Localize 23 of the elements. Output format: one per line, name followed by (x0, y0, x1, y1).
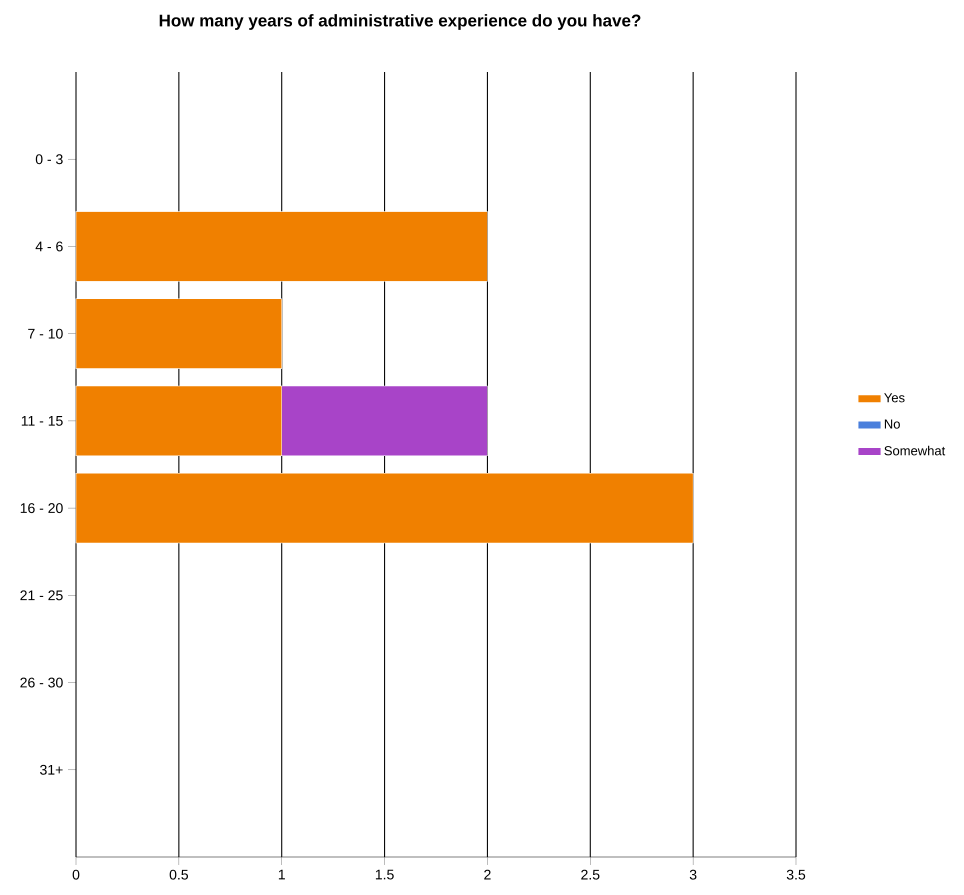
x-tick-label: 0 (72, 870, 80, 880)
x-tick-label: 2 (484, 870, 491, 880)
y-tick-label: 11 - 15 (22, 416, 63, 426)
legend-label: Yes (884, 393, 905, 402)
y-tick-label: 0 - 3 (36, 154, 63, 164)
y-tick-label: 7 - 10 (28, 328, 63, 339)
y-tick-label: 26 - 30 (20, 678, 63, 688)
bar (76, 211, 488, 282)
chart-title: How many years of administrative experience do you have? (160, 14, 640, 30)
x-tick-label: 2.5 (581, 870, 600, 880)
y-tick-label: 4 - 6 (36, 242, 63, 252)
x-tick-label: 1 (278, 870, 285, 880)
legend-label: No (884, 420, 900, 429)
bar (76, 472, 694, 544)
y-tick-label: 31+ (40, 764, 63, 775)
x-tick-label: 0.5 (170, 870, 188, 880)
x-tick-label: 3.5 (786, 870, 806, 880)
x-tick-label: 3 (690, 870, 696, 880)
y-tick-label: 21 - 25 (20, 590, 63, 600)
legend-label: Somewhat (884, 446, 946, 456)
y-tick-label: 16 - 20 (20, 503, 63, 514)
bar (76, 298, 282, 369)
x-tick-label: 1.5 (376, 870, 394, 880)
